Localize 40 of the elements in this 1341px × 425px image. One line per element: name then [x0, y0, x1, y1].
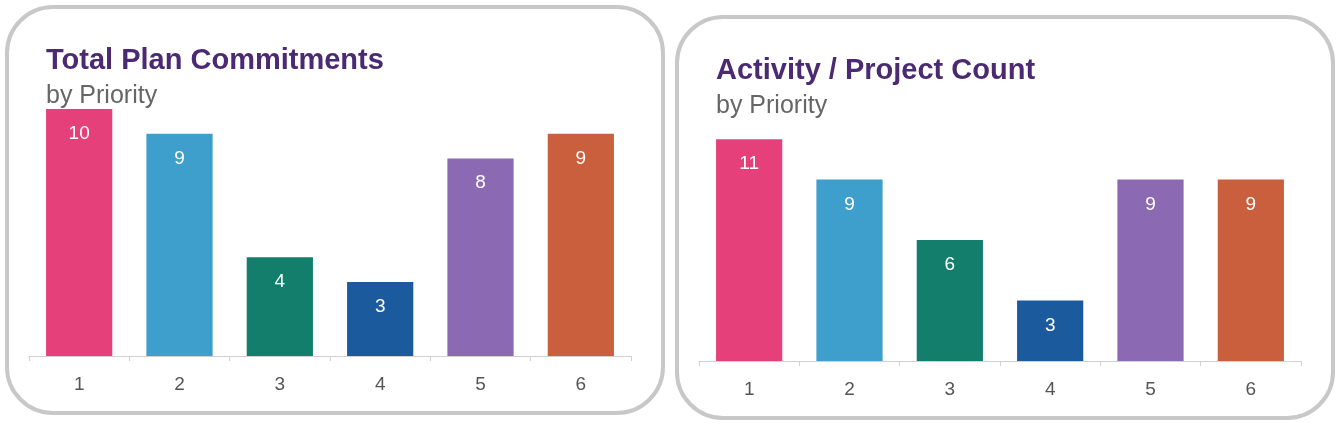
x-tick-label: 3 [274, 373, 286, 394]
data-label: 6 [944, 253, 956, 274]
x-tick-label: 6 [1245, 378, 1257, 399]
data-label: 9 [844, 192, 855, 214]
data-label: 10 [68, 122, 90, 143]
data-label: 9 [575, 146, 587, 168]
data-label: 9 [1145, 192, 1156, 214]
bar [46, 109, 113, 356]
bar [1217, 179, 1284, 361]
x-tick-label: 4 [1044, 378, 1056, 399]
x-tick-label: 2 [174, 373, 185, 394]
chart-subtitle: by Priority [46, 79, 158, 108]
data-label: 9 [1245, 192, 1257, 214]
x-tick-label: 1 [73, 373, 85, 394]
x-tick-label: 1 [743, 378, 755, 399]
data-label: 9 [174, 146, 185, 168]
x-tick-label: 5 [1145, 378, 1156, 399]
bar [347, 281, 414, 356]
x-tick-label: 3 [944, 378, 956, 399]
bar [246, 257, 313, 356]
bar [1017, 300, 1084, 361]
chart-title: Total Plan Commitments [46, 42, 384, 75]
data-label: 4 [274, 270, 286, 292]
bar [916, 240, 983, 361]
bar [716, 139, 783, 361]
data-label: 11 [739, 152, 760, 174]
bar [816, 179, 883, 361]
data-label: 3 [1044, 313, 1056, 335]
chart-subtitle: by Priority [716, 89, 828, 118]
x-tick-label: 2 [844, 378, 855, 399]
chart-title: Activity / Project Count [716, 52, 1036, 85]
bar [547, 133, 614, 356]
bar [146, 133, 213, 356]
data-label: 8 [475, 171, 486, 193]
x-tick-label: 4 [374, 373, 386, 394]
bar [1117, 179, 1184, 361]
x-tick-label: 6 [575, 373, 587, 394]
bar [447, 158, 514, 356]
data-label: 3 [374, 294, 386, 316]
x-tick-label: 5 [475, 373, 486, 394]
